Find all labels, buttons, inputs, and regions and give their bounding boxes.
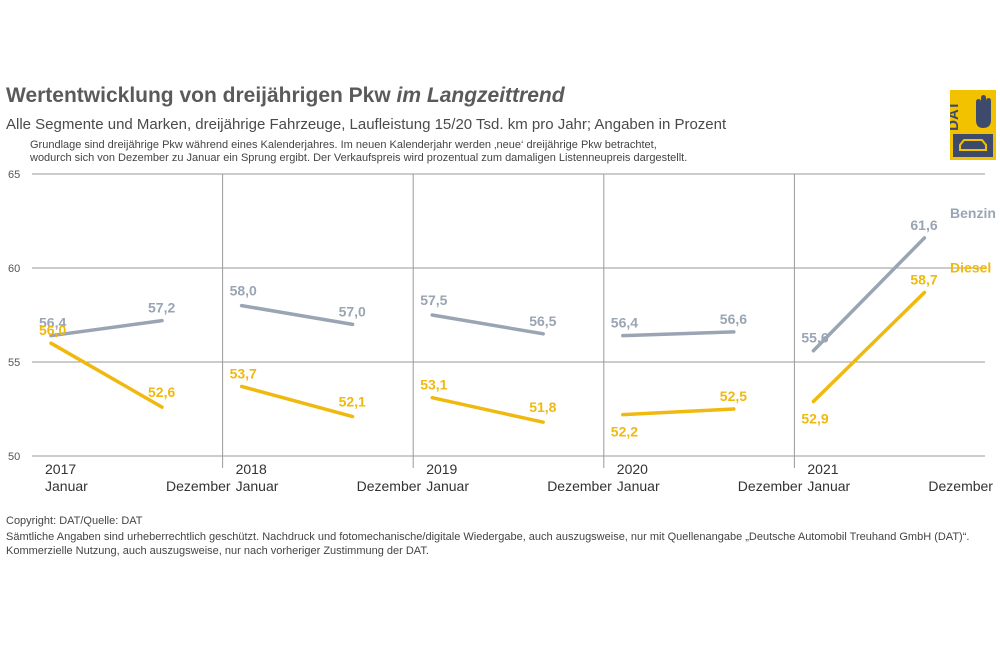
- x-tick-month: Dezember: [166, 478, 231, 494]
- x-tick-month: Januar: [45, 478, 88, 494]
- legend-diesel: Diesel: [950, 259, 991, 275]
- x-tick-month: Dezember: [738, 478, 803, 494]
- note-line-1: Grundlage sind dreijährige Pkw während e…: [30, 139, 657, 151]
- legal-line-2: Kommerzielle Nutzung, auch auszugsweise,…: [6, 545, 429, 557]
- series-line-diesel: [621, 407, 736, 417]
- x-tick-year: 2020: [617, 461, 648, 477]
- series-line-benzin: [430, 313, 545, 336]
- chart-subtitle: Alle Segmente und Marken, dreijährige Fa…: [6, 116, 727, 133]
- data-label: 57,5: [420, 292, 447, 308]
- logo-car-icon: [959, 139, 987, 151]
- x-tick-month: Dezember: [928, 478, 993, 494]
- title-main: Wertentwicklung von dreijährigen Pkw: [6, 84, 391, 107]
- series-line-diesel: [49, 341, 164, 409]
- data-label: 52,2: [611, 424, 638, 440]
- x-tick-year: 2017: [45, 461, 76, 477]
- x-tick-month: Januar: [807, 478, 850, 494]
- x-tick-month: Dezember: [357, 478, 422, 494]
- x-tick-month: Januar: [236, 478, 279, 494]
- data-label: 52,1: [339, 394, 366, 410]
- data-label: 56,5: [529, 313, 556, 329]
- data-label: 52,5: [720, 388, 747, 404]
- x-tick-year: 2019: [426, 461, 457, 477]
- x-tick-year: 2021: [807, 461, 838, 477]
- logo-text: DAT: [950, 101, 962, 131]
- data-label: 56,0: [39, 322, 66, 338]
- x-tick-year: 2018: [236, 461, 267, 477]
- series-line-benzin: [239, 303, 355, 327]
- x-tick-month: Dezember: [547, 478, 612, 494]
- series-line-diesel: [239, 384, 355, 419]
- dat-logo: DAT: [950, 90, 996, 160]
- y-tick-label: 65: [8, 169, 20, 181]
- data-label: 52,9: [801, 410, 828, 426]
- note-line-2: wodurch sich von Dezember zu Januar ein …: [30, 152, 688, 164]
- data-label: 57,0: [339, 303, 366, 319]
- series-line-benzin: [621, 330, 736, 338]
- series-line-diesel: [811, 290, 927, 404]
- data-label: 58,7: [910, 271, 937, 287]
- data-label: 61,6: [910, 217, 937, 233]
- y-tick-label: 55: [8, 357, 20, 369]
- data-label: 56,6: [720, 311, 747, 327]
- data-label: 55,6: [801, 330, 828, 346]
- title-emphasis: im Langzeittrend: [396, 84, 565, 107]
- data-label: 52,6: [148, 384, 175, 400]
- series-line-diesel: [430, 395, 545, 424]
- legend-benzin: Benzin: [950, 205, 996, 221]
- x-tick-month: Januar: [426, 478, 469, 494]
- copyright-text: Copyright: DAT/Quelle: DAT: [6, 515, 143, 527]
- data-label: 57,2: [148, 300, 175, 316]
- y-tick-label: 50: [8, 451, 20, 463]
- chart-note: Grundlage sind dreijährige Pkw während e…: [30, 139, 750, 165]
- logo-hand-icon: [976, 95, 991, 128]
- data-label: 58,0: [230, 283, 257, 299]
- data-label: 53,1: [420, 377, 447, 393]
- data-label: 51,8: [529, 399, 556, 415]
- chart-title: Wertentwicklung von dreijährigen Pkw im …: [6, 84, 565, 108]
- series-line-benzin: [811, 236, 927, 353]
- legal-notice: Sämtliche Angaben sind urheberrechtlich …: [6, 530, 996, 558]
- x-tick-month: Januar: [617, 478, 660, 494]
- data-label: 56,4: [39, 315, 66, 331]
- legal-line-1: Sämtliche Angaben sind urheberrechtlich …: [6, 531, 970, 543]
- data-label: 53,7: [230, 365, 257, 381]
- series-line-benzin: [49, 318, 164, 338]
- data-label: 56,4: [611, 315, 638, 331]
- y-tick-label: 60: [8, 263, 20, 275]
